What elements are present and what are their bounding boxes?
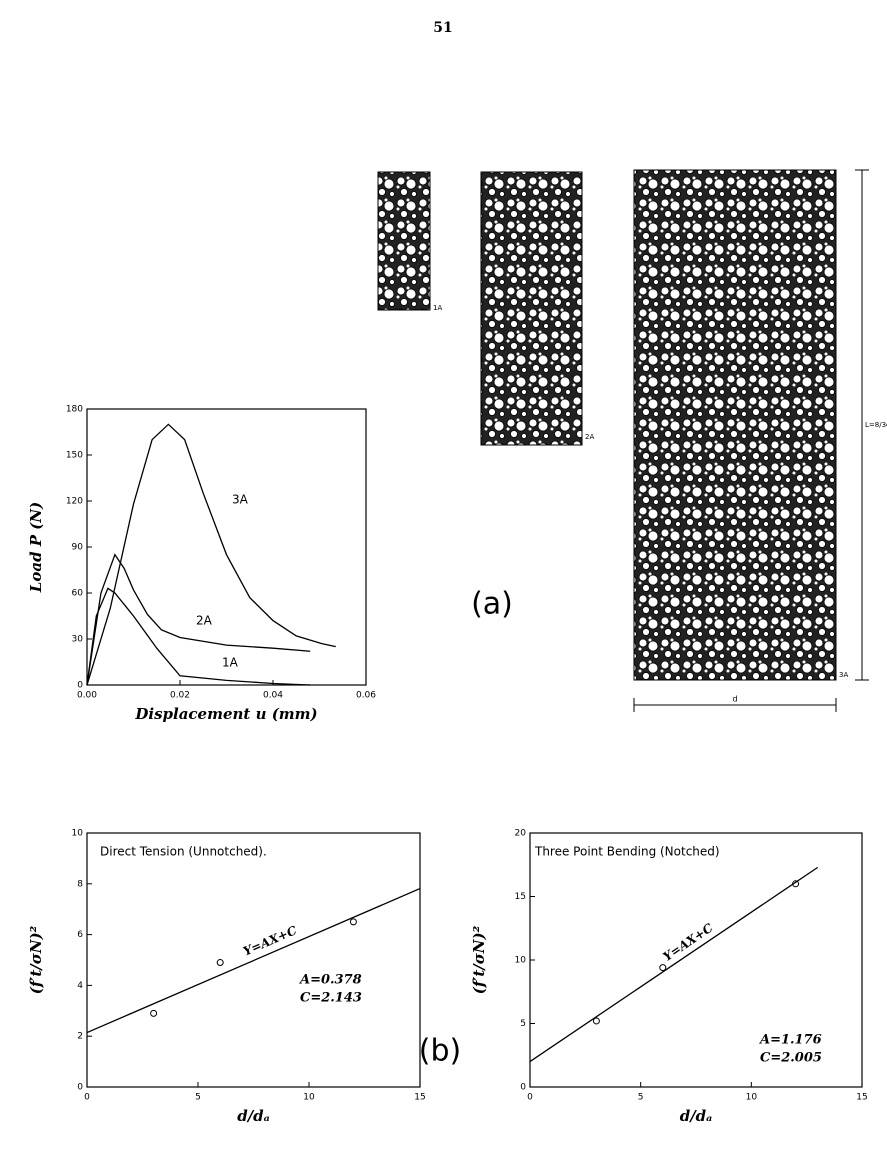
curve (86, 887, 421, 1034)
y-tick-label: 120 (66, 497, 83, 507)
curve-label: 2A (196, 614, 213, 628)
curve (529, 866, 819, 1063)
y-tick-label: 20 (515, 829, 527, 839)
y-tick-label: 180 (66, 405, 83, 415)
y-tick-label: 150 (66, 451, 83, 461)
specimen-label: 2A (585, 433, 594, 441)
y-tick-label: 10 (72, 829, 84, 839)
y-axis-label: (f′t/σN)² (27, 925, 45, 994)
x-tick-label: 5 (638, 1093, 644, 1103)
curve (86, 553, 311, 686)
data-point (592, 1017, 600, 1025)
curve-label: 1A (222, 656, 239, 670)
x-tick-label: 0 (527, 1093, 533, 1103)
specimen-label: 3A (839, 671, 848, 679)
specimen-3a (633, 169, 837, 681)
dimension-lines (633, 169, 869, 712)
figure-label: (b) (419, 1034, 461, 1069)
curve (86, 423, 336, 686)
y-tick-label: 0 (520, 1083, 526, 1093)
x-tick-label: 0.06 (356, 691, 376, 701)
curve-label: 3A (232, 493, 249, 507)
y-tick-label: 6 (77, 930, 83, 940)
y-tick-label: 5 (520, 1019, 526, 1029)
y-tick-label: 4 (77, 981, 83, 991)
y-tick-label: 0 (77, 1083, 83, 1093)
y-tick-label: 60 (72, 589, 84, 599)
y-tick-label: 2 (77, 1032, 83, 1042)
y-tick-label: 30 (72, 635, 84, 645)
y-tick-label: 8 (77, 879, 83, 889)
page-number: 51 (433, 20, 452, 36)
plot-frame (86, 832, 421, 1088)
y-axis-label: (f′t/σN)² (470, 925, 488, 994)
y-tick-label: 90 (72, 543, 84, 553)
x-tick-label: 0.04 (263, 691, 283, 701)
y-tick-label: 0 (77, 681, 83, 691)
data-point (216, 959, 224, 967)
x-tick-label: 15 (414, 1093, 425, 1103)
x-axis-label: d/dₐ (680, 1107, 713, 1125)
annotation: A=0.378 (298, 973, 362, 988)
x-axis-label: d/dₐ (237, 1107, 270, 1125)
x-tick-label: 10 (303, 1093, 315, 1103)
x-tick-label: 5 (195, 1093, 201, 1103)
dim-length: L=8/3d (865, 421, 887, 429)
annotation: C=2.005 (760, 1051, 822, 1066)
figure-label: (a) (471, 587, 513, 622)
specimen-2a (480, 171, 583, 446)
x-tick-label: 0 (84, 1093, 90, 1103)
x-tick-label: 0.02 (170, 691, 190, 701)
data-point (659, 964, 667, 972)
x-tick-label: 0.00 (77, 691, 97, 701)
x-tick-label: 10 (746, 1093, 758, 1103)
x-tick-label: 15 (856, 1093, 867, 1103)
annotation: C=2.143 (300, 991, 362, 1006)
annotation: A=1.176 (758, 1033, 822, 1048)
y-axis-label: Load P (N) (27, 502, 45, 593)
y-tick-label: 15 (515, 892, 526, 902)
y-tick-label: 10 (515, 956, 527, 966)
data-point (150, 1009, 158, 1017)
specimen-label: 1A (433, 304, 442, 312)
chart-title: Direct Tension (Unnotched). (100, 845, 267, 859)
chart-title: Three Point Bending (Notched) (534, 845, 720, 859)
data-point (349, 918, 357, 926)
specimen-1a (377, 171, 431, 311)
x-axis-label: Displacement u (mm) (134, 705, 317, 723)
dim-bg (863, 418, 887, 432)
curve (86, 587, 311, 686)
dim-width: d (732, 695, 737, 704)
